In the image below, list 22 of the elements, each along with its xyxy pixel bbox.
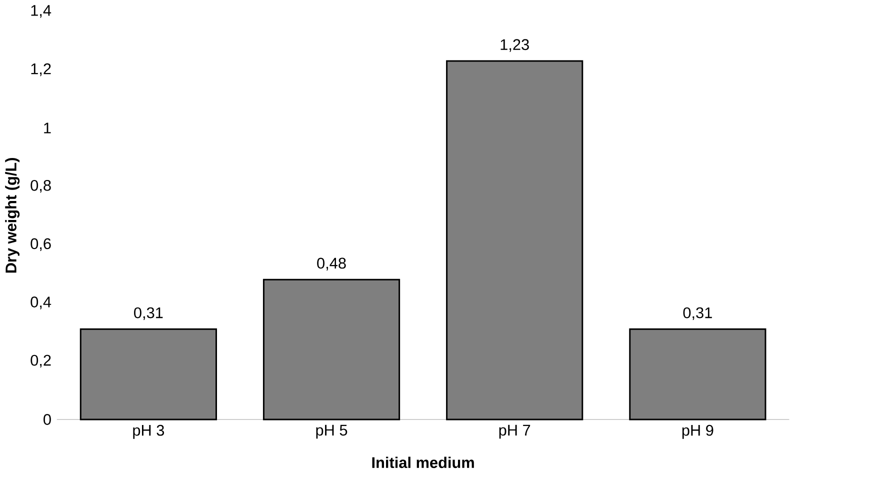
y-tick-label: 1,4 — [31, 5, 52, 18]
y-tick-label: 1 — [44, 122, 51, 134]
data-label: 0,31 — [134, 308, 163, 320]
y-tick-label: 0,2 — [30, 355, 51, 368]
bar — [80, 328, 217, 420]
y-axis-title: Dry weight (g/L) — [5, 158, 20, 273]
y-tick-label: 0,4 — [30, 296, 52, 310]
bar — [629, 328, 766, 420]
x-tick-label: pH 3 — [133, 425, 164, 440]
x-tick-label: pH 9 — [682, 425, 714, 440]
x-tick-label: pH 5 — [316, 425, 348, 439]
data-label: 1,23 — [500, 39, 529, 52]
bar — [262, 279, 400, 420]
x-axis-title: Initial medium — [372, 456, 474, 468]
y-tick-label: 1,2 — [31, 64, 51, 76]
y-tick-label: 0 — [44, 414, 51, 426]
y-tick-label: 0,8 — [30, 180, 51, 193]
x-tick-label: pH 7 — [499, 425, 530, 439]
y-tick-label: 0,6 — [30, 238, 51, 252]
bar — [446, 60, 584, 420]
data-label: 0,31 — [683, 308, 712, 320]
data-label: 0,48 — [317, 258, 346, 271]
